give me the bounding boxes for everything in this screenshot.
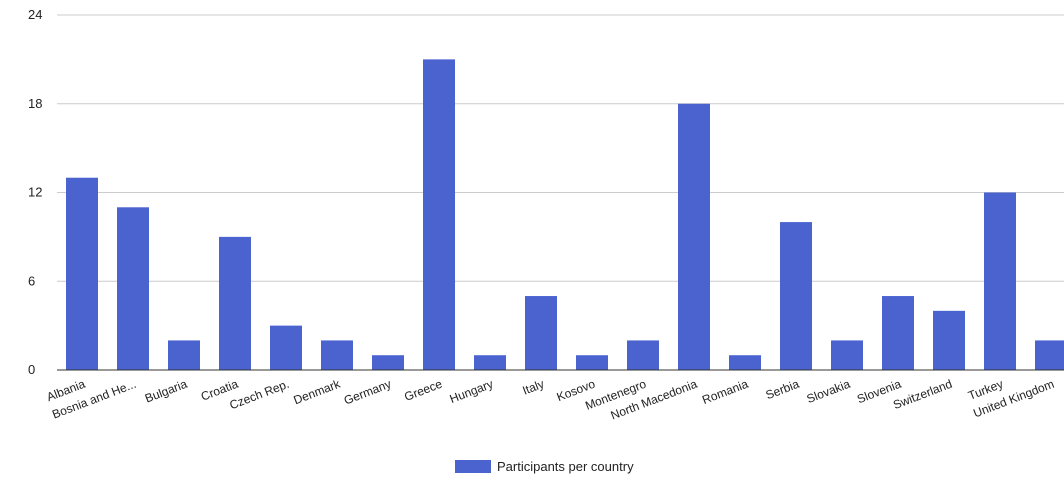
y-tick-label-0: 0: [28, 362, 35, 377]
x-tick-label-9: Italy: [521, 377, 547, 398]
bar-united-kingdom[interactable]: [1035, 340, 1064, 370]
bars: [66, 59, 1064, 370]
y-tick-label-1: 6: [28, 273, 35, 288]
gridlines: [57, 14, 1064, 282]
bar-kosovo[interactable]: [576, 355, 608, 370]
x-tick-label-6: Germany: [342, 377, 393, 408]
bar-greece[interactable]: [423, 59, 455, 370]
y-axis-ticks: 0 6 12 18 24: [28, 7, 42, 377]
x-tick-label-14: Serbia: [764, 377, 802, 403]
y-tick-label-3: 18: [28, 96, 42, 111]
legend-swatch[interactable]: [455, 460, 491, 473]
x-tick-label-15: Slovakia: [805, 377, 853, 406]
x-tick-label-2: Bulgaria: [143, 377, 189, 406]
x-tick-label-5: Denmark: [292, 376, 343, 407]
legend[interactable]: Participants per country: [455, 459, 634, 474]
bar-north-macedonia[interactable]: [678, 103, 710, 370]
bar-italy[interactable]: [525, 296, 557, 370]
bar-turkey[interactable]: [984, 192, 1016, 371]
bar-bulgaria[interactable]: [168, 340, 200, 370]
bar-hungary[interactable]: [474, 355, 506, 370]
legend-label[interactable]: Participants per country: [497, 459, 634, 474]
bar-germany[interactable]: [372, 355, 404, 370]
y-tick-label-4: 24: [28, 7, 42, 22]
bar-romania[interactable]: [729, 355, 761, 370]
x-tick-label-7: Greece: [402, 377, 444, 404]
bar-denmark[interactable]: [321, 340, 353, 370]
bar-slovenia[interactable]: [882, 296, 914, 370]
bar-montenegro[interactable]: [627, 340, 659, 370]
bar-croatia[interactable]: [219, 236, 251, 370]
bar-albania[interactable]: [66, 177, 98, 370]
x-tick-label-17: Switzerland: [891, 377, 954, 412]
bar-switzerland[interactable]: [933, 310, 965, 370]
bar-czech-rep[interactable]: [270, 325, 302, 370]
x-tick-label-8: Hungary: [448, 377, 495, 406]
bar-slovakia[interactable]: [831, 340, 863, 370]
bar-serbia[interactable]: [780, 222, 812, 370]
bar-bosnia-and-he[interactable]: [117, 207, 149, 370]
y-tick-label-2: 12: [28, 185, 42, 200]
x-tick-label-13: Romania: [700, 377, 750, 407]
